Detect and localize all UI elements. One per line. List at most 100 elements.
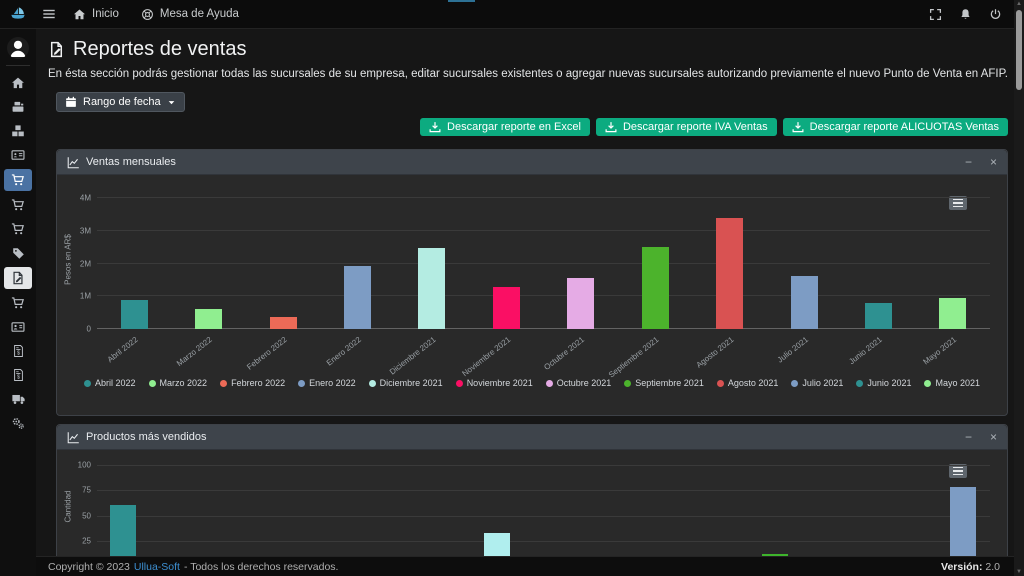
sidebar-item-cash-register[interactable] [4,97,32,117]
bars-row [97,190,990,329]
sidebar-toggle-button[interactable] [36,2,62,26]
bar-Enero 2022[interactable] [343,266,371,329]
version-text: Versión: 2.0 [941,561,1000,573]
bar-slot [767,190,841,329]
legend-item[interactable]: Mayo 2021 [924,378,980,388]
user-avatar[interactable] [7,37,29,59]
legend-dot-icon [624,379,632,387]
legend-dot-icon [84,379,91,387]
scrollbar-thumb[interactable] [1016,10,1022,90]
legend-label: Diciembre 2021 [379,378,443,388]
legend-dot-icon [455,379,463,387]
x-axis-label: Febrero 2022 [245,335,289,372]
ventas-plot [97,190,990,329]
x-axis-labels: Abril 2022 Marzo 2022 Febrero 2022 Enero 20… [97,332,990,380]
panel-minimize-button[interactable]: − [964,430,972,444]
legend-label: Mayo 2021 [935,378,980,388]
legend-item[interactable]: Diciembre 2021 [368,378,443,388]
file-invoice-dollar-icon: $ [12,368,25,382]
bar-slot [618,190,692,329]
bar-producto-1[interactable] [109,505,136,566]
panel-ventas-header: Ventas mensuales − × [57,150,1007,175]
download-excel-button[interactable]: Descargar reporte en Excel [420,118,590,136]
boxes-icon [11,124,25,138]
sidebar-item-file-invoice-dollar[interactable]: $ [4,341,32,361]
panel-close-button[interactable]: × [989,430,997,444]
legend-item[interactable]: Julio 2021 [791,378,843,388]
y-axis-tick: 25 [82,536,91,546]
date-range-button[interactable]: Rango de fecha [56,92,185,112]
bar-Octubre 2021[interactable] [567,277,595,329]
copyright-prefix: Copyright © 2023 [48,560,130,573]
sidebar-item-truck[interactable] [4,389,32,409]
legend-item[interactable]: Octubre 2021 [545,378,611,388]
download-icon [792,121,804,133]
legend-item[interactable]: Enero 2022 [298,378,356,388]
legend-item[interactable]: Febrero 2022 [220,378,285,388]
bar-slot [841,190,915,329]
download-iva-button[interactable]: Descargar reporte IVA Ventas [595,118,777,136]
file-invoice-dollar-icon: $ [12,344,25,358]
date-range-label: Rango de fecha [83,96,161,108]
bar-Junio 2021[interactable] [864,302,892,329]
sidebar-item-shopping-cart[interactable] [4,169,32,191]
bar-Agosto 2021[interactable] [716,217,744,329]
legend-item[interactable]: Junio 2021 [856,378,911,388]
scrollbar-up-arrow[interactable]: ▲ [1016,1,1022,7]
gridline [97,262,990,264]
panel-minimize-button[interactable]: − [964,155,972,169]
x-axis-label: Noviembre 2021 [460,335,512,379]
nav-mesa-de-ayuda-label: Mesa de Ayuda [159,8,239,20]
bar-slot [97,190,171,329]
nav-inicio[interactable]: Inicio [62,0,130,28]
gridline [97,295,990,297]
legend-item[interactable]: Agosto 2021 [716,378,778,388]
y-axis-tick: 50 [82,511,91,521]
gridline [97,541,990,542]
sidebar-item-id-card[interactable] [4,145,32,165]
page-scrollbar[interactable]: ▲ ▼ [1014,0,1024,576]
panel-close-button[interactable]: × [989,155,997,169]
logout-button[interactable] [982,2,1008,26]
sidebar-item-file-invoice-dollar[interactable]: $ [4,365,32,385]
nav-mesa-de-ayuda[interactable]: Mesa de Ayuda [130,0,250,28]
sidebar-item-home[interactable] [4,73,32,93]
sidebar-item-shopping-cart[interactable] [4,219,32,239]
download-alicuotas-button[interactable]: Descargar reporte ALICUOTAS Ventas [782,118,1008,136]
app-logo[interactable] [0,0,36,28]
x-axis-label: Diciembre 2021 [387,335,438,377]
scrollbar-down-arrow[interactable]: ▼ [1016,569,1022,575]
brand-link[interactable]: Ullua-Soft [133,560,180,573]
sidebar-item-shopping-cart[interactable] [4,195,32,215]
sidebar-item-address-card[interactable] [4,317,32,337]
sidebar-item-boxes[interactable] [4,121,32,141]
bar-Febrero 2022[interactable] [269,317,297,329]
chart-menu-button[interactable] [949,464,967,478]
bar-Diciembre 2021[interactable] [418,247,446,329]
chart-line-icon [67,156,80,169]
bar-producto-4[interactable] [950,487,977,566]
chart-menu-button[interactable] [949,196,967,210]
sidebar-item-file-pen[interactable] [4,267,32,289]
legend-item[interactable]: Septiembre 2021 [624,378,704,388]
boat-logo-icon [7,4,29,24]
bar-Noviembre 2021[interactable] [492,287,520,329]
sidebar-item-cogs[interactable] [4,413,32,433]
legend-item[interactable]: Noviembre 2021 [455,378,533,388]
bar-slot [916,190,990,329]
nav-inicio-label: Inicio [92,8,119,20]
legend-item[interactable]: Abril 2022 [84,378,136,388]
power-icon [989,8,1002,21]
bar-Julio 2021[interactable] [790,275,818,329]
bar-Abril 2022[interactable] [120,299,148,329]
sidebar-item-shopping-cart[interactable] [4,293,32,313]
legend-item[interactable]: Marzo 2022 [148,378,207,388]
bar-Septiembre 2021[interactable] [641,247,669,329]
address-card-icon [11,320,25,334]
legend-label: Febrero 2022 [231,378,286,388]
notifications-button[interactable] [952,2,978,26]
bar-Marzo 2022[interactable] [195,308,223,329]
bar-Mayo 2021[interactable] [939,297,967,329]
fullscreen-button[interactable] [922,2,948,26]
sidebar-item-tag[interactable] [4,243,32,263]
